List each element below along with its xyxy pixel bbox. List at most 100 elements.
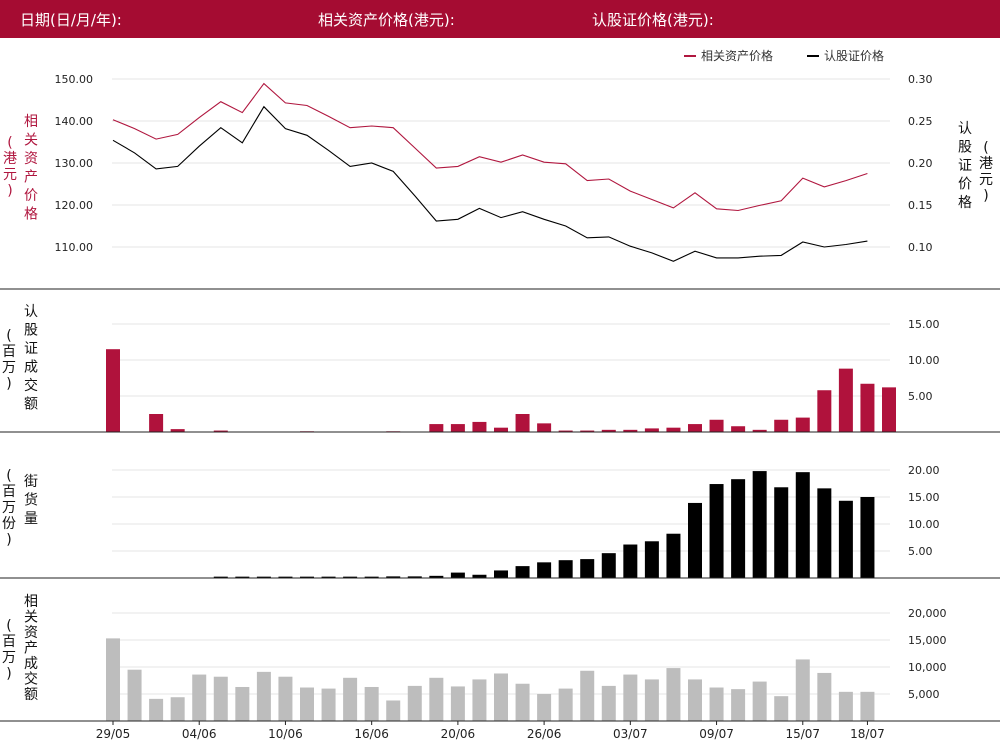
- legend-asset-label: 相关资产价格: [701, 48, 773, 63]
- outstanding-bar: [537, 562, 552, 578]
- asset-turnover-bar: [343, 677, 358, 721]
- warrant-price-label: 认股证价格(港元):: [592, 11, 714, 29]
- outstanding-bar: [795, 472, 810, 578]
- outstanding-bar: [429, 575, 444, 578]
- warrant-turnover-bar: [515, 414, 530, 432]
- asset-turnover-tick-label: 5,000: [908, 688, 940, 701]
- date-tick-label: 26/06: [527, 727, 562, 741]
- right-axis-title-unit-char: 元: [979, 172, 993, 188]
- warrant-chart: 150.00 0.30 140.00 0.25 130.00 0.20 120.00 0.15…: [0, 48, 1000, 741]
- asset-price-label: 相关资产价格(港元):: [318, 11, 455, 29]
- outstanding-axis-title-char: 量: [24, 511, 38, 527]
- warrant-turnover-axis-unit: (百万): [2, 328, 16, 392]
- outstanding-bar: [731, 479, 746, 578]
- asset-turnover-axis-unit: (百万): [2, 618, 16, 682]
- right-tick-label: 0.15: [908, 199, 933, 212]
- left-tick-label: 140.00: [55, 115, 94, 128]
- left-axis-title-asset-char: 价: [24, 188, 38, 204]
- outstanding-bar: [321, 576, 336, 578]
- asset-turnover-bar: [774, 696, 789, 721]
- warrant-turnover-bar: [580, 430, 595, 432]
- warrant-turnover-bar: [601, 429, 616, 432]
- outstanding-bar: [601, 553, 616, 578]
- asset-turnover-bar: [580, 670, 595, 721]
- asset-turnover-bar: [838, 691, 853, 721]
- date-tick-label: 09/07: [699, 727, 734, 741]
- warrant-turnover-axis-unit-char: 百: [2, 344, 16, 360]
- outstanding-axis-title-char: 货: [24, 492, 38, 509]
- date-tick-label: 03/07: [613, 727, 648, 741]
- asset-turnover-bar: [407, 685, 422, 721]
- warrant-turnover-bar: [774, 419, 789, 432]
- warrant-turnover-axis-title-char: 成: [24, 360, 38, 376]
- asset-turnover-tick-label: 10,000: [908, 661, 947, 674]
- outstanding-bar: [774, 487, 789, 578]
- asset-turnover-axis-title-char: 额: [24, 687, 38, 703]
- asset-turnover-bar: [364, 686, 379, 721]
- warrant-turnover-bar: [429, 424, 444, 432]
- warrant-turnover-bar: [558, 430, 573, 432]
- warrant-turnover-axis-unit-char: 万: [2, 360, 16, 376]
- warrant-price-line: [112, 105, 868, 262]
- asset-turnover-axis-unit-char: (: [6, 618, 11, 634]
- outstanding-bar: [343, 576, 358, 578]
- outstanding-bar: [580, 559, 595, 578]
- outstanding-axis-title-char: 街: [24, 474, 38, 490]
- asset-turnover-axis-title-char: 产: [24, 641, 38, 657]
- asset-turnover-tick-label: 15,000: [908, 634, 947, 647]
- date-tick-label: 20/06: [441, 727, 476, 741]
- outstanding-axis-unit-char: 万: [2, 500, 16, 516]
- outstanding-bar: [256, 576, 271, 578]
- asset-turnover-bar: [688, 679, 702, 721]
- right-axis-title-unit-char: (: [983, 140, 988, 156]
- outstanding-bar: [278, 576, 293, 578]
- left-axis-title-asset-char: 产: [24, 170, 38, 186]
- warrant-turnover-axis-unit-char: ): [6, 376, 11, 392]
- warrant-turnover-bar: [795, 417, 810, 432]
- left-axis-title-unit-char: (: [7, 135, 12, 151]
- date-tick-label: 18/07: [850, 727, 885, 741]
- outstanding-axis-unit-char: 百: [2, 484, 16, 500]
- outstanding-bar: [515, 566, 530, 578]
- asset-turnover-axis-unit-char: 百: [2, 634, 16, 650]
- asset-turnover-axis-title-char: 相: [24, 594, 38, 610]
- warrant-turnover-axis-title-char: 交: [24, 377, 38, 394]
- asset-turnover-bar: [817, 672, 832, 721]
- outstanding-bar: [213, 576, 228, 578]
- warrant-turnover-bar: [817, 390, 832, 432]
- asset-turnover-bar: [515, 683, 530, 721]
- warrant-turnover-bar: [213, 430, 228, 432]
- outstanding-bar: [386, 576, 401, 578]
- outstanding-bar: [709, 484, 724, 578]
- warrant-turnover-axis-title-char: 额: [24, 397, 38, 413]
- right-tick-label: 0.10: [908, 241, 933, 254]
- date-label: 日期(日/月/年):: [20, 11, 122, 29]
- left-axis-title-asset-char: 关: [24, 133, 38, 149]
- left-axis-title-asset-char: 资: [24, 151, 38, 167]
- outstanding-bar: [407, 576, 422, 578]
- right-axis-title-warrant-char: 认: [958, 121, 972, 137]
- right-axis-title-warrant-char: 价: [958, 177, 972, 193]
- outstanding-bar: [494, 570, 508, 578]
- outstanding-bar: [860, 497, 875, 578]
- left-tick-label: 130.00: [55, 157, 94, 170]
- date-tick-label: 15/07: [785, 727, 820, 741]
- date-tick-label: 29/05: [96, 727, 131, 741]
- outstanding-tick-label: 20.00: [908, 464, 940, 477]
- asset-turnover-bar: [558, 688, 573, 721]
- right-tick-label: 0.20: [908, 157, 933, 170]
- asset-turnover-bar: [731, 689, 746, 721]
- warrant-turnover-axis-unit-char: (: [6, 328, 11, 344]
- warrant-turnover-bar: [170, 429, 185, 432]
- asset-turnover-bar: [795, 659, 810, 721]
- asset-turnover-bar: [644, 679, 659, 721]
- date-tick-label: 10/06: [268, 727, 303, 741]
- asset-turnover-bar: [472, 679, 487, 721]
- asset-turnover-bar: [170, 697, 185, 721]
- right-axis-title-unit-char: 港: [979, 156, 993, 172]
- asset-turnover-axis-unit-char: ): [6, 666, 11, 682]
- asset-turnover-bar: [386, 700, 401, 721]
- left-axis-title-asset: 相关资产价格: [24, 114, 38, 223]
- warrant-turnover-axis-title-char: 股: [24, 323, 38, 339]
